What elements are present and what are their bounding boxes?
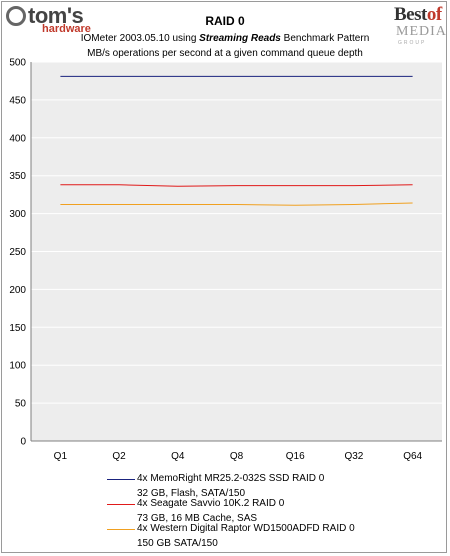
chart-subtitle: IOMeter 2003.05.10 using Streaming Reads… bbox=[80, 33, 370, 44]
legend-detail-2: 73 GB, 16 MB Cache, SAS bbox=[137, 513, 258, 524]
y-tick-label: 350 bbox=[9, 171, 26, 182]
x-tick-label: Q4 bbox=[171, 451, 185, 462]
y-tick-label: 300 bbox=[9, 209, 26, 220]
y-tick-label: 450 bbox=[9, 95, 26, 106]
legend-detail-3: 150 GB SATA/150 bbox=[137, 538, 218, 549]
legend-label-1: 4x MemoRight MR25.2-032S SSD RAID 0 bbox=[137, 473, 325, 484]
legend-swatch-1 bbox=[107, 479, 135, 480]
series-line-3 bbox=[60, 202, 413, 206]
legend-detail-1: 32 GB, Flash, SATA/150 bbox=[137, 488, 246, 499]
chart-subtitle-2: MB/s operations per second at a given co… bbox=[87, 48, 363, 59]
y-tick-label: 200 bbox=[9, 285, 26, 296]
logo-ring-icon bbox=[6, 6, 26, 26]
x-tick-label: Q8 bbox=[230, 451, 244, 462]
legend-swatch-2 bbox=[107, 504, 135, 505]
chart-title: RAID 0 bbox=[205, 14, 245, 28]
y-tick-label: 400 bbox=[9, 133, 26, 144]
x-tick-label: Q32 bbox=[344, 451, 363, 462]
logo-media-text: MEDIA bbox=[396, 24, 447, 39]
y-tick-label: 250 bbox=[9, 247, 26, 258]
x-tick-label: Q16 bbox=[286, 451, 305, 462]
legend-swatch-3 bbox=[107, 529, 135, 530]
y-tick-label: 150 bbox=[9, 323, 26, 334]
best-of-media-logo: Bestof MEDIA GROUP bbox=[394, 4, 446, 48]
legend-label-2: 4x Seagate Savvio 10K.2 RAID 0 bbox=[137, 498, 285, 509]
x-tick-label: Q1 bbox=[54, 451, 68, 462]
legend-label-3: 4x Western Digital Raptor WD1500ADFD RAI… bbox=[137, 523, 355, 534]
logo-best-text: Bestof bbox=[394, 4, 442, 25]
logo-group-text: GROUP bbox=[398, 40, 427, 46]
y-tick-label: 500 bbox=[9, 58, 26, 69]
logo-main-text: tom's bbox=[28, 3, 84, 28]
y-tick-label: 50 bbox=[15, 399, 27, 410]
series-line-2 bbox=[60, 184, 413, 187]
logo-sub-text: hardware bbox=[42, 23, 91, 35]
x-tick-label: Q2 bbox=[112, 451, 126, 462]
y-tick-label: 100 bbox=[9, 361, 26, 372]
y-tick-label: 0 bbox=[20, 437, 26, 448]
x-tick-label: Q64 bbox=[403, 451, 422, 462]
